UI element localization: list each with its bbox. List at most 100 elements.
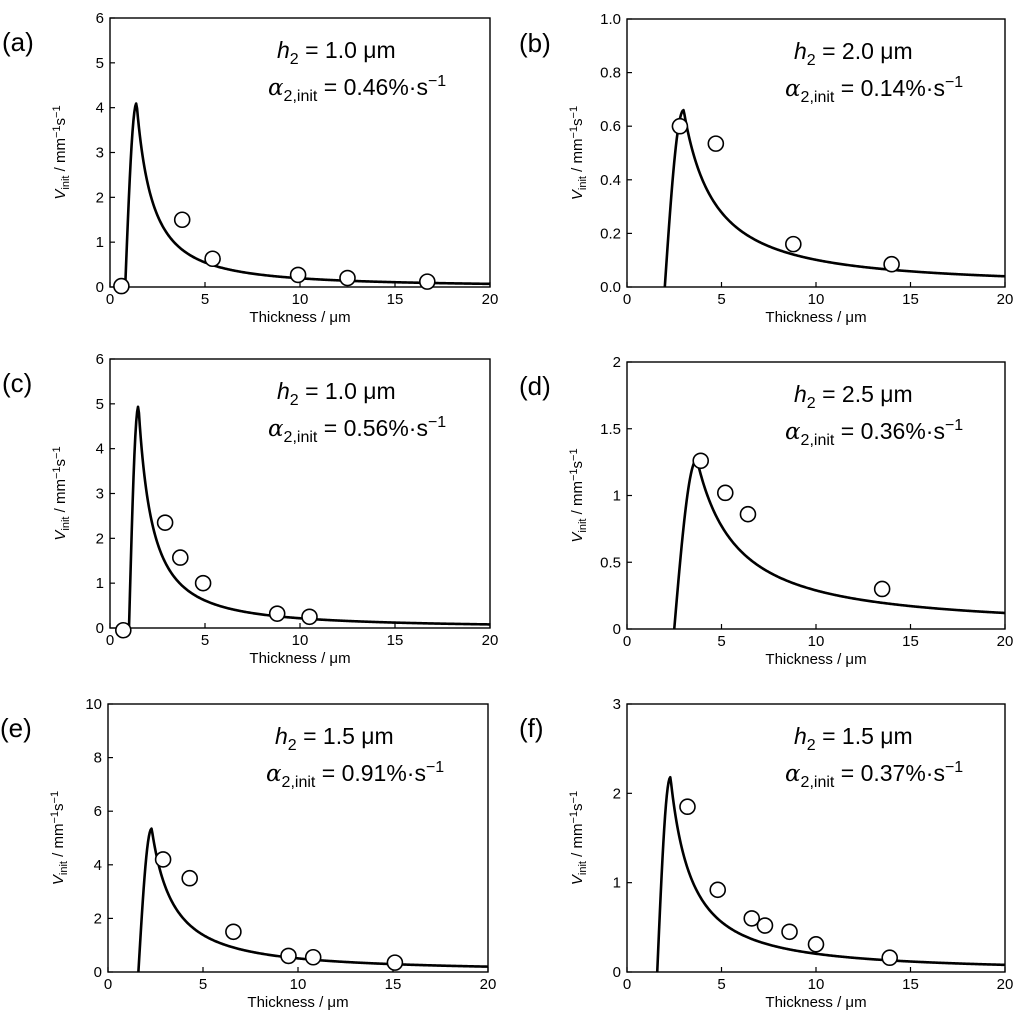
y-tick-label: 2 — [96, 189, 104, 206]
data-point — [289, 266, 307, 284]
alpha-annotation: α2,init = 0.91%·s−1 — [266, 759, 444, 791]
x-tick-label: 15 — [387, 632, 404, 649]
y-tick-label: 8 — [94, 750, 102, 767]
x-tick-label: 20 — [997, 976, 1014, 993]
y-tick-label: 1 — [96, 575, 104, 592]
x-tick-label: 5 — [201, 291, 209, 308]
y-tick-label: 10 — [85, 696, 102, 713]
y-axis-title: Vinit / mm−1s−1 — [51, 446, 72, 540]
data-point — [386, 954, 404, 971]
y-tick-label: 0 — [613, 621, 621, 638]
x-tick-label: 0 — [623, 976, 631, 993]
x-tick-label: 0 — [623, 291, 631, 308]
y-axis-title: Vinit / mm−1s−1 — [568, 791, 589, 885]
y-tick-label: 0.4 — [600, 172, 621, 189]
y-tick-label: 0.2 — [600, 225, 621, 242]
y-tick-label: 5 — [96, 396, 104, 413]
data-point — [707, 135, 725, 152]
y-tick-label: 0 — [96, 279, 104, 296]
y-tick-label: 4 — [96, 441, 104, 458]
model-curve — [663, 108, 1006, 288]
data-point — [280, 947, 297, 965]
y-axis-title: Vinit / mm−1s−1 — [568, 448, 589, 542]
x-tick-label: 10 — [290, 976, 307, 993]
chart-panel-6: 0 5 10 15 20 0 1 2 3 Thickness / μm Vinit / mm−1s−… — [519, 696, 1013, 1011]
model-curve — [672, 458, 1006, 630]
x-tick-label: 15 — [902, 633, 919, 650]
h2-annotation: h2 = 1.0 μm — [277, 37, 396, 68]
x-tick-label: 5 — [201, 632, 209, 649]
h2-value: 1.5 — [842, 723, 874, 749]
chart-panel-4: 0 5 10 15 20 0 0.5 1 1.5 2 Thickness / μm Vinit / m… — [519, 354, 1013, 668]
data-point — [881, 949, 899, 967]
y-tick-label: 0.8 — [600, 65, 621, 82]
x-tick-label: 0 — [106, 291, 114, 308]
panel-label: (e) — [0, 713, 32, 743]
y-tick-label: 4 — [94, 857, 102, 874]
y-tick-label: 2 — [96, 530, 104, 547]
chart-panel-2: 0 5 10 15 20 0.0 0.2 0.4 0.6 0.8 1.0 Thickness / μm… — [519, 11, 1013, 326]
y-tick-label: 3 — [96, 486, 104, 503]
alpha-annotation: α2,init = 0.56%·s−1 — [268, 414, 446, 446]
y-axis-title: Vinit / mm−1s−1 — [49, 791, 70, 885]
h2-annotation: h2 = 1.5 μm — [275, 723, 394, 754]
data-point — [739, 505, 757, 523]
x-tick-label: 20 — [482, 632, 499, 649]
alpha-value: 0.37 — [861, 760, 906, 786]
data-point — [225, 923, 242, 941]
x-tick-label: 0 — [104, 976, 112, 993]
h2-annotation: h2 = 2.5 μm — [794, 381, 913, 412]
data-point — [671, 117, 689, 135]
y-tick-label: 2 — [613, 785, 621, 802]
y-tick-label: 2 — [94, 910, 102, 927]
data-point — [873, 580, 891, 598]
data-point — [204, 250, 221, 268]
data-point — [716, 484, 734, 502]
h2-annotation: h2 = 1.0 μm — [277, 378, 396, 409]
x-tick-label: 5 — [717, 633, 725, 650]
data-point — [692, 452, 710, 470]
data-point — [156, 514, 174, 531]
alpha-annotation: α2,init = 0.46%·s−1 — [268, 73, 446, 105]
y-tick-label: 1.5 — [600, 421, 621, 438]
data-point — [807, 936, 825, 953]
x-axis-title: Thickness / μm — [765, 651, 866, 668]
x-tick-label: 10 — [292, 291, 309, 308]
y-tick-label: 0.0 — [600, 279, 621, 296]
x-tick-label: 15 — [387, 291, 404, 308]
x-tick-label: 0 — [623, 633, 631, 650]
y-tick-label: 2 — [613, 354, 621, 371]
data-point — [743, 910, 761, 927]
y-tick-label: 4 — [96, 100, 104, 117]
h2-value: 2.0 — [842, 38, 874, 64]
x-tick-label: 20 — [997, 633, 1014, 650]
y-tick-label: 0.6 — [600, 118, 621, 135]
y-tick-label: 1.0 — [600, 11, 621, 28]
data-point — [154, 851, 172, 868]
x-tick-label: 20 — [482, 291, 499, 308]
x-axis-title: Thickness / μm — [765, 309, 866, 326]
x-tick-label: 5 — [717, 976, 725, 993]
data-point — [709, 881, 727, 899]
data-point — [301, 608, 318, 626]
x-tick-label: 15 — [902, 976, 919, 993]
y-tick-label: 3 — [96, 145, 104, 162]
x-tick-label: 15 — [385, 976, 402, 993]
data-point — [418, 273, 436, 290]
h2-annotation: h2 = 2.0 μm — [794, 38, 913, 69]
x-tick-label: 15 — [902, 291, 919, 308]
data-point — [679, 798, 696, 816]
data-point — [883, 255, 900, 273]
data-point — [194, 574, 212, 592]
x-tick-label: 20 — [997, 291, 1014, 308]
panel-label: (a) — [2, 27, 34, 57]
data-point — [268, 605, 286, 622]
h2-value: 1.5 — [323, 723, 355, 749]
y-tick-label: 5 — [96, 55, 104, 72]
h2-value: 2.5 — [842, 381, 874, 407]
x-axis-title: Thickness / μm — [249, 650, 350, 667]
x-axis-title: Thickness / μm — [249, 309, 350, 326]
y-tick-label: 6 — [96, 351, 104, 368]
y-tick-label: 1 — [96, 234, 104, 251]
